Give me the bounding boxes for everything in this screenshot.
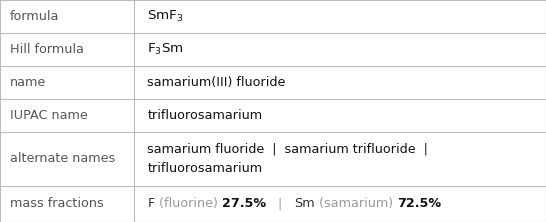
Text: F: F <box>147 197 155 210</box>
Text: mass fractions: mass fractions <box>10 197 104 210</box>
Text: 27.5%: 27.5% <box>222 197 266 210</box>
Text: Hill formula: Hill formula <box>10 43 84 56</box>
Text: (samarium): (samarium) <box>314 197 397 210</box>
Text: |: | <box>266 197 294 210</box>
Text: (fluorine): (fluorine) <box>155 197 222 210</box>
Text: samarium fluoride  |  samarium trifluoride  |: samarium fluoride | samarium trifluoride… <box>147 143 428 155</box>
Text: trifluorosamarium: trifluorosamarium <box>147 109 263 122</box>
Text: IUPAC name: IUPAC name <box>10 109 87 122</box>
Text: name: name <box>10 76 46 89</box>
Text: $\mathregular{SmF_3}$: $\mathregular{SmF_3}$ <box>147 9 184 24</box>
Text: samarium(III) fluoride: samarium(III) fluoride <box>147 76 286 89</box>
Text: Sm: Sm <box>294 197 314 210</box>
Text: formula: formula <box>10 10 59 23</box>
Text: alternate names: alternate names <box>10 152 115 165</box>
Text: $\mathregular{F_3Sm}$: $\mathregular{F_3Sm}$ <box>147 42 184 57</box>
Text: trifluorosamarium: trifluorosamarium <box>147 162 263 175</box>
Text: 72.5%: 72.5% <box>397 197 441 210</box>
